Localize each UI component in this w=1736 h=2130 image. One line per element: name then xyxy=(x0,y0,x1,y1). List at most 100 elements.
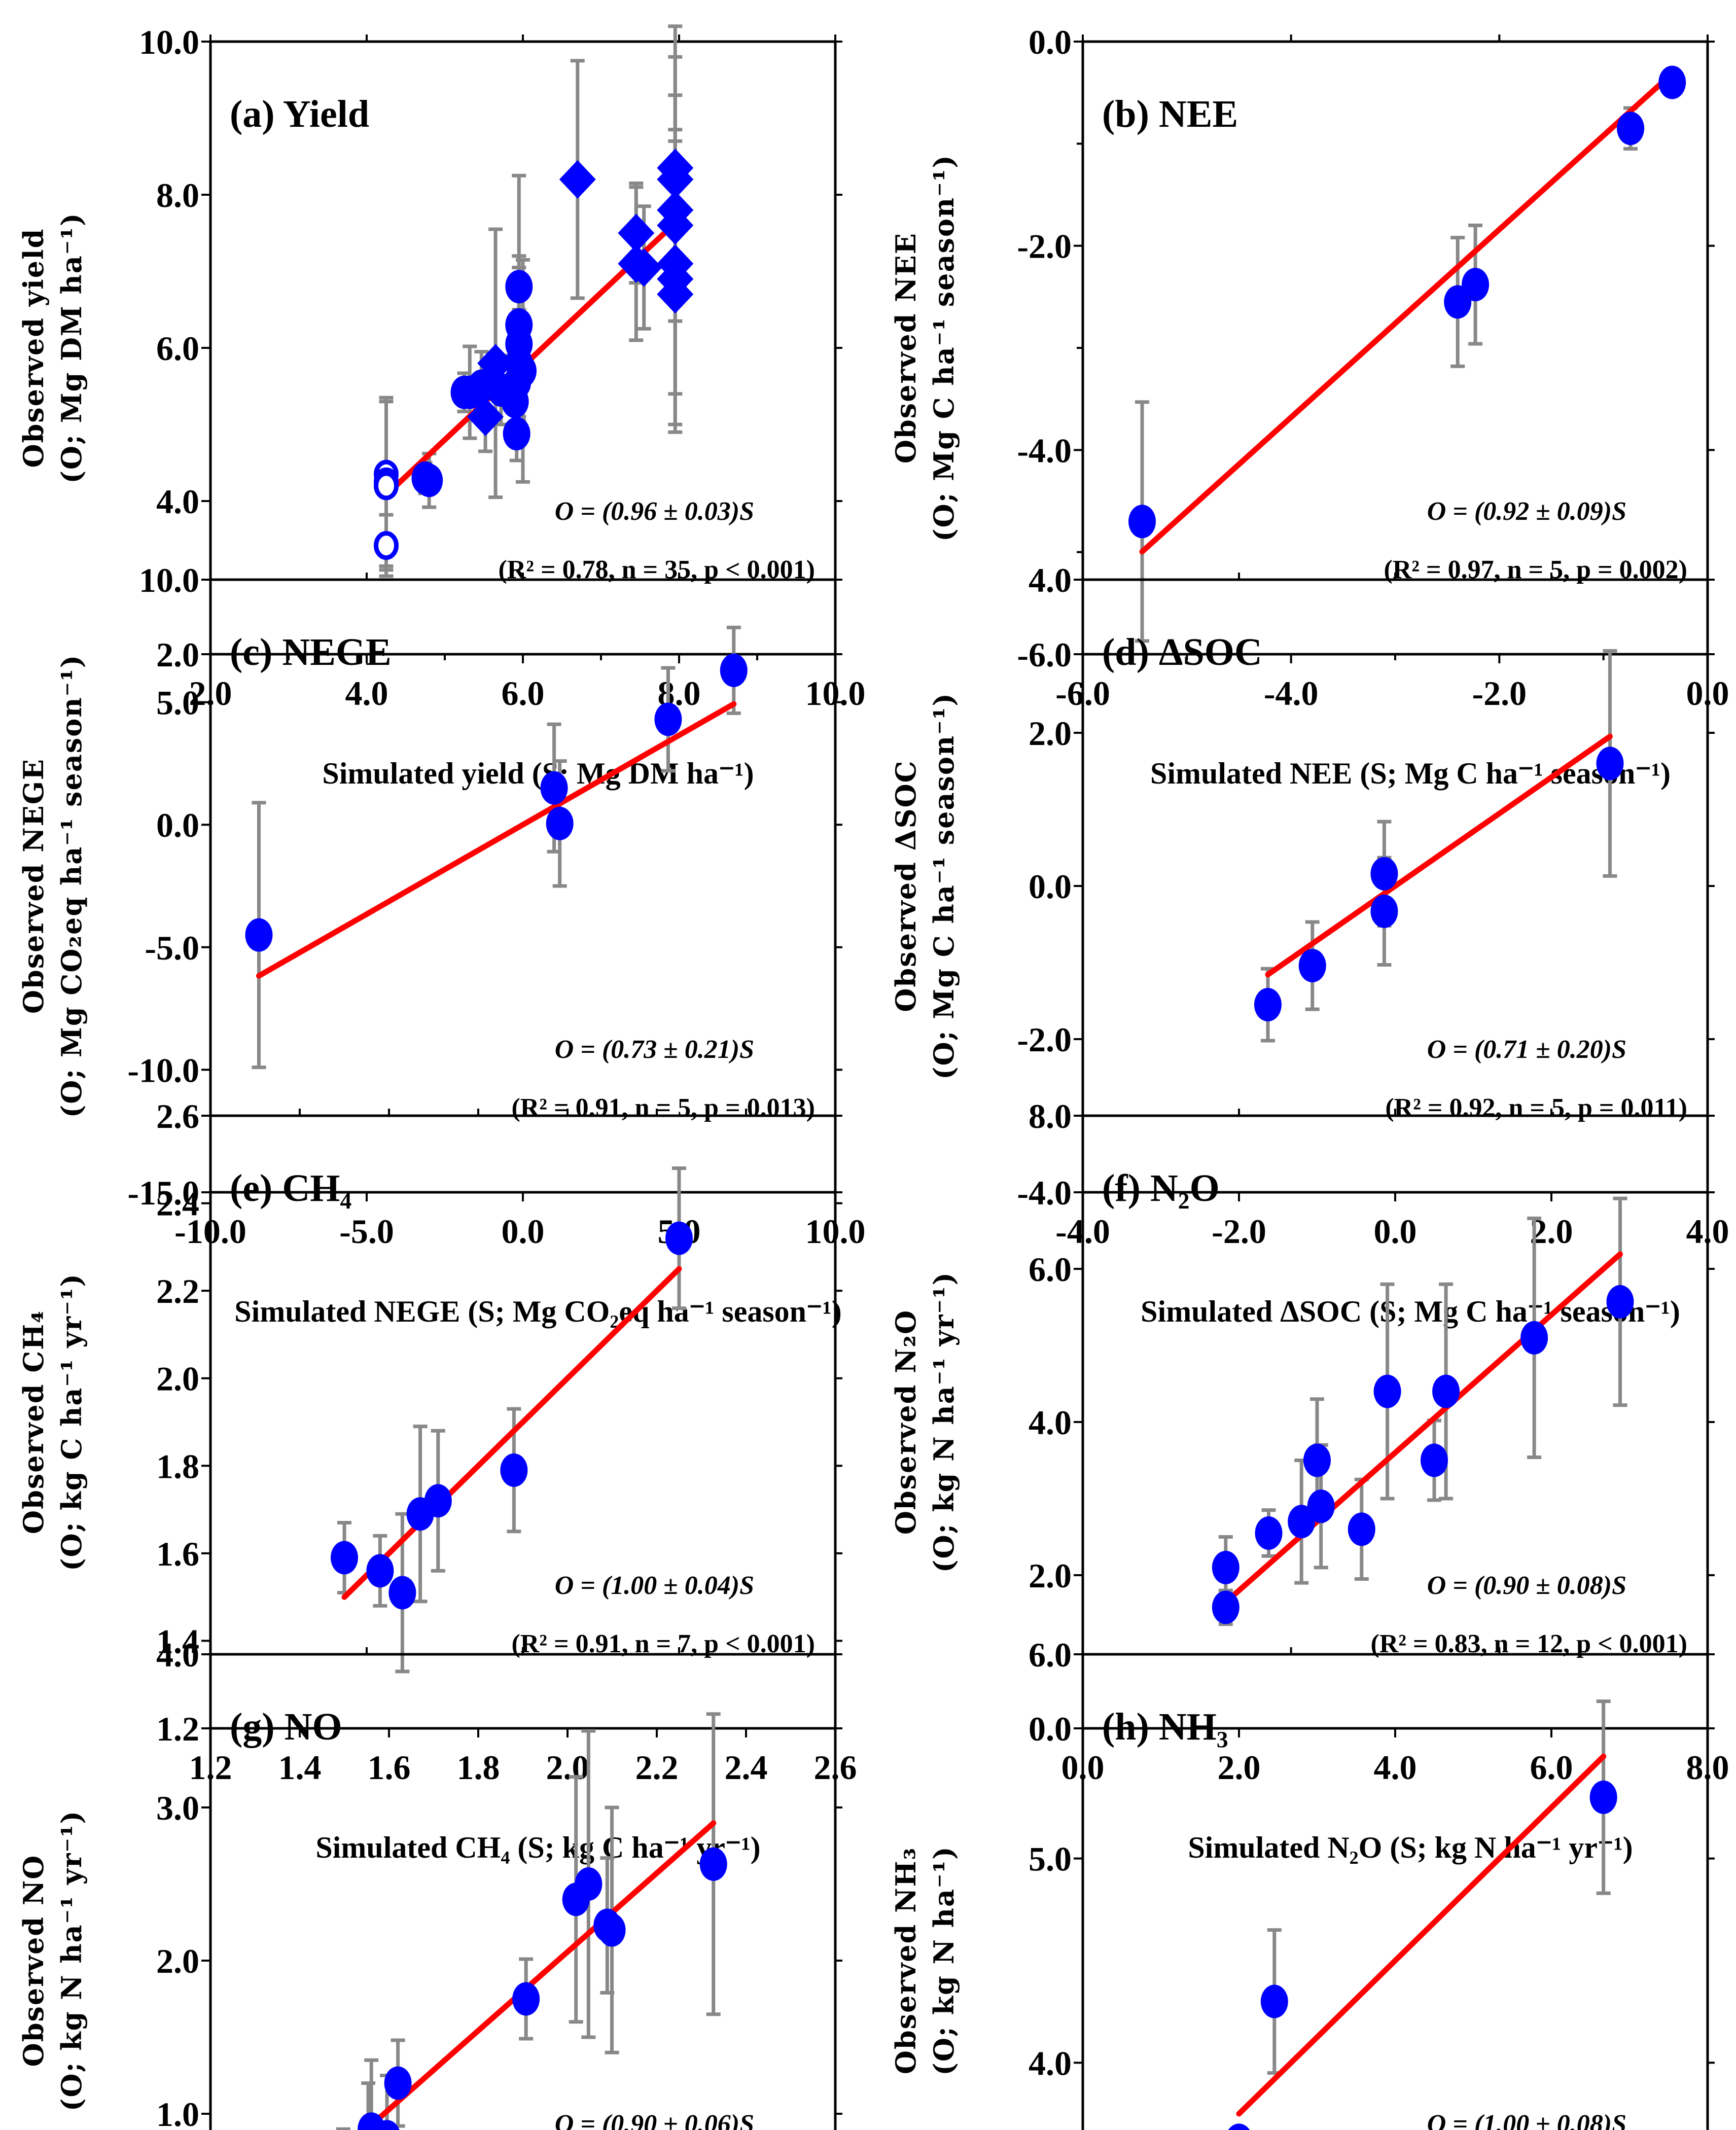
x-tick-label: 2.4 xyxy=(725,1748,768,1787)
panel-title: (h) NH₃ xyxy=(1102,1706,1228,1748)
data-point-diamond xyxy=(467,397,504,436)
x-tick-label: 2.0 xyxy=(546,1748,589,1787)
y-tick-label: 2.0 xyxy=(1029,1556,1072,1595)
panel-title: (d) ΔSOC xyxy=(1102,631,1262,673)
data-point xyxy=(1298,949,1326,983)
x-tick-label: 1.4 xyxy=(278,1748,322,1787)
data-point xyxy=(720,653,748,687)
y-tick-label: -4.0 xyxy=(1017,431,1072,470)
x-tick-label: 4.0 xyxy=(345,674,388,713)
y-tick-label: 8.0 xyxy=(1029,1097,1072,1135)
y-tick-label: -2.0 xyxy=(1017,227,1072,266)
data-point xyxy=(1307,1489,1335,1523)
panel-title: (c) NEGE xyxy=(230,631,392,673)
data-point-diamond xyxy=(625,248,662,287)
y-axis-title: Observed NEE xyxy=(890,232,922,464)
panel-title: (e) CH₄ xyxy=(230,1167,351,1210)
regression-stats: (R² = 0.92, n = 5, p = 0.011) xyxy=(1385,1093,1687,1122)
data-point xyxy=(665,1221,693,1255)
data-point xyxy=(384,2066,412,2100)
data-point xyxy=(366,1554,394,1588)
y-axis-title-units: (O; Mg C ha⁻¹ season⁻¹) xyxy=(928,692,960,1080)
y-axis-title: Observed yield xyxy=(17,228,50,468)
y-tick-label: 0.0 xyxy=(1029,867,1072,906)
data-point xyxy=(1260,1984,1288,2018)
data-point xyxy=(374,2120,400,2130)
y-tick-label: 1.4 xyxy=(156,1622,199,1660)
data-point xyxy=(1462,268,1490,302)
y-tick-label: 0.0 xyxy=(156,806,199,844)
data-point xyxy=(503,417,530,451)
panel-c: -10.0-5.00.05.010.0-15.0-10.0-5.00.05.01… xyxy=(17,561,866,1328)
data-point xyxy=(546,806,574,840)
data-point xyxy=(1421,1443,1448,1477)
data-point xyxy=(245,918,273,952)
regression-equation: O = (0.96 ± 0.03)S xyxy=(555,497,754,526)
y-axis-title: Observed NH₃ xyxy=(890,1847,922,2074)
y-axis-title: Observed NEGE xyxy=(17,758,50,1014)
data-point xyxy=(1348,1512,1375,1546)
data-point xyxy=(500,1453,528,1487)
data-point xyxy=(1370,857,1398,891)
y-tick-label: 10.0 xyxy=(139,561,199,599)
y-tick-label: 4.0 xyxy=(1029,561,1072,599)
data-point xyxy=(1617,112,1645,146)
data-point xyxy=(1212,1590,1239,1624)
x-tick-label: 0.0 xyxy=(502,1212,545,1251)
data-point xyxy=(1373,1374,1401,1408)
x-tick-label: 2.0 xyxy=(1218,1748,1261,1787)
y-tick-label: 2.2 xyxy=(156,1272,199,1310)
y-axis-title-units: (O; kg N ha⁻¹) xyxy=(928,1845,960,2075)
y-axis-title: Observed CH₄ xyxy=(17,1310,50,1534)
y-tick-label: 3.0 xyxy=(156,1789,199,1827)
regression-line xyxy=(341,1266,682,1600)
panel-title: (g) NO xyxy=(230,1706,342,1748)
data-point xyxy=(505,308,533,342)
regression-line xyxy=(1223,1251,1623,1605)
data-point xyxy=(1128,505,1156,539)
y-axis-title-units: (O; kg N ha⁻¹ yr⁻¹) xyxy=(928,1271,960,1573)
y-tick-label: -5.0 xyxy=(145,929,199,967)
regression-equation: O = (1.00 ± 0.04)S xyxy=(555,1571,754,1600)
data-point xyxy=(512,1982,540,2016)
y-tick-label: 1.8 xyxy=(156,1447,199,1485)
data-point xyxy=(598,1913,626,1947)
data-point xyxy=(575,1867,603,1901)
x-axis-title: Simulated N₂O (S; kg N ha⁻¹ yr⁻¹) xyxy=(1188,1831,1633,1864)
y-tick-label: -4.0 xyxy=(1017,1174,1072,1212)
y-axis-title: Observed NO xyxy=(17,1855,50,2067)
y-tick-label: 2.0 xyxy=(1029,714,1072,753)
data-point xyxy=(505,270,533,304)
y-axis-title-units: (O; kg C ha⁻¹ yr⁻¹) xyxy=(55,1273,88,1571)
y-tick-label: 4.0 xyxy=(156,482,199,521)
regression-equation: O = (0.90 ± 0.06)S xyxy=(555,2110,754,2130)
data-point xyxy=(1303,1443,1331,1477)
y-tick-label: 6.0 xyxy=(156,329,199,368)
data-point xyxy=(1596,747,1624,780)
data-point-diamond xyxy=(618,214,655,253)
y-tick-label: 0.0 xyxy=(1029,23,1072,61)
y-tick-label: -6.0 xyxy=(1017,635,1072,674)
regression-equation: O = (0.92 ± 0.09)S xyxy=(1427,497,1626,526)
y-tick-label: 6.0 xyxy=(1029,1250,1072,1289)
y-tick-label: 2.6 xyxy=(156,1097,199,1135)
data-point xyxy=(1432,1374,1460,1408)
y-tick-label: 1.2 xyxy=(156,1710,199,1748)
data-point xyxy=(1255,1516,1283,1550)
x-tick-label: 4.0 xyxy=(1374,1748,1417,1787)
y-axis-title-units: (O; Mg C ha⁻¹ season⁻¹) xyxy=(928,154,960,542)
data-point xyxy=(1254,988,1282,1022)
data-point xyxy=(509,354,537,388)
panel-title: (f) N₂O xyxy=(1102,1167,1220,1210)
data-point xyxy=(388,1576,416,1610)
data-point xyxy=(1228,2123,1250,2130)
data-point-diamond xyxy=(559,160,596,199)
data-point xyxy=(331,1541,358,1575)
data-point-diamond xyxy=(657,275,694,314)
y-axis-title-units: (O; Mg CO₂eq ha⁻¹ season⁻¹) xyxy=(55,654,88,1118)
panel-d: -4.0 -2.0 0.0 2.0 4.0-4.0-2.00.02.04.0(d) ΔS… xyxy=(890,561,1729,1328)
regression-stats: (R² = 0.91, n = 5, p = 0.013) xyxy=(511,1093,815,1122)
regression-equation: O = (0.90 ± 0.08)S xyxy=(1427,1571,1626,1600)
